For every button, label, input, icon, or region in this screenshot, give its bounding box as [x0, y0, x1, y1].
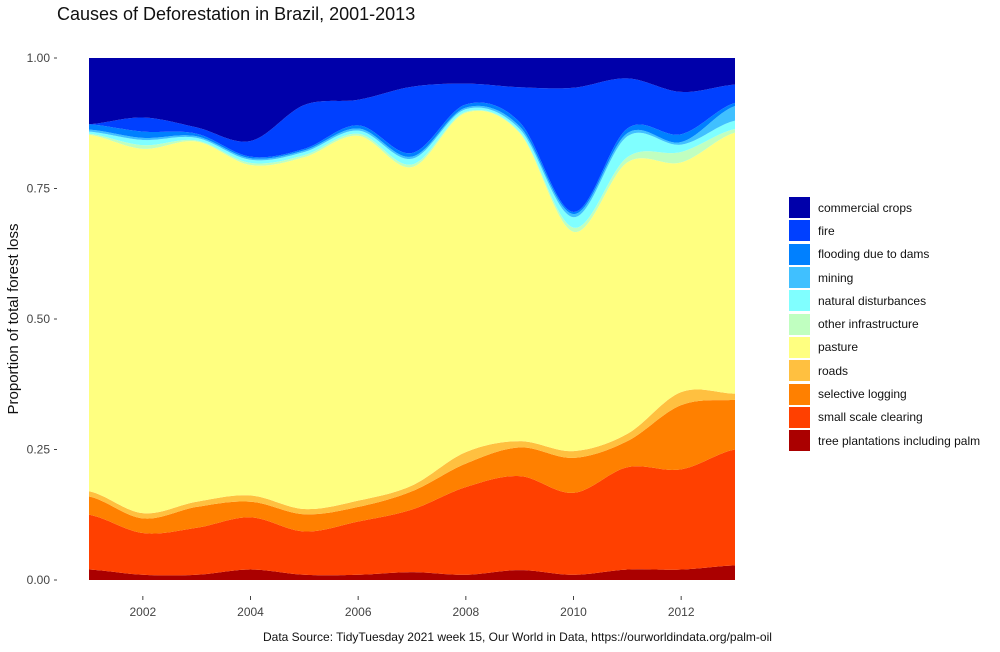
legend-swatch: [789, 313, 810, 335]
legend-swatch: [789, 290, 810, 312]
legend-item: small scale clearing: [789, 406, 980, 429]
legend-label: commercial crops: [818, 200, 913, 215]
area-commercial-crops: [89, 58, 735, 142]
legend-swatch: [789, 406, 810, 428]
y-tick-label: 0.25: [27, 443, 51, 457]
x-tick-label: 2004: [237, 605, 264, 619]
x-tick-label: 2012: [668, 605, 695, 619]
legend-label: mining: [818, 270, 854, 285]
legend-item: fire: [789, 219, 980, 242]
legend-label: selective logging: [818, 387, 907, 402]
legend-item: pasture: [789, 336, 980, 359]
legend-swatch: [789, 197, 810, 219]
area-roads: [89, 389, 735, 519]
area-layer: [89, 58, 735, 580]
legend-label: natural disturbances: [818, 293, 927, 308]
y-tick-label: 0.50: [27, 312, 51, 326]
legend-label: tree plantations including palm: [818, 433, 981, 448]
legend-swatch: [789, 360, 810, 382]
legend-label: pasture: [818, 340, 859, 355]
legend-item: commercial crops: [789, 196, 980, 219]
legend-swatch: [789, 243, 810, 265]
legend-label: flooding due to dams: [818, 247, 930, 262]
area-small-scale-clearing: [89, 449, 735, 576]
legend-swatch: [789, 267, 810, 289]
legend-swatch: [789, 220, 810, 242]
x-axis: 2002 2004 2006 2008 2010 2012: [129, 596, 695, 619]
legend-label: other infrastructure: [818, 317, 919, 332]
legend-label: small scale clearing: [818, 410, 923, 425]
x-tick-label: 2008: [452, 605, 479, 619]
legend-item: natural disturbances: [789, 289, 980, 312]
y-tick-label: 1.00: [27, 51, 51, 65]
x-tick-label: 2006: [345, 605, 372, 619]
legend-label: roads: [818, 363, 849, 378]
legend-item: tree plantations including palm: [789, 429, 980, 452]
legend: commercial crops fire flooding due to dams…: [789, 196, 980, 452]
area-tree-plantations-including-palm: [89, 565, 735, 580]
legend-swatch: [789, 430, 810, 452]
area-pasture: [89, 110, 735, 514]
y-tick-label: 0.00: [27, 573, 51, 587]
area-fire: [89, 78, 735, 212]
chart-title: Causes of Deforestation in Brazil, 2001-…: [57, 4, 416, 24]
x-tick-label: 2010: [560, 605, 587, 619]
y-tick-label: 0.75: [27, 182, 51, 196]
legend-item: selective logging: [789, 382, 980, 405]
area-selective-logging: [89, 399, 735, 534]
legend-item: other infrastructure: [789, 312, 980, 335]
y-axis-title: Proportion of total forest loss: [5, 224, 22, 415]
legend-swatch: [789, 383, 810, 405]
x-tick-label: 2002: [129, 605, 156, 619]
chart-caption: Data Source: TidyTuesday 2021 week 15, O…: [263, 630, 772, 644]
legend-item: flooding due to dams: [789, 243, 980, 266]
legend-label: fire: [818, 223, 835, 238]
y-axis: 0.00 0.25 0.50 0.75 1.00: [27, 51, 57, 587]
legend-item: roads: [789, 359, 980, 382]
legend-swatch: [789, 336, 810, 358]
legend-item: mining: [789, 266, 980, 289]
